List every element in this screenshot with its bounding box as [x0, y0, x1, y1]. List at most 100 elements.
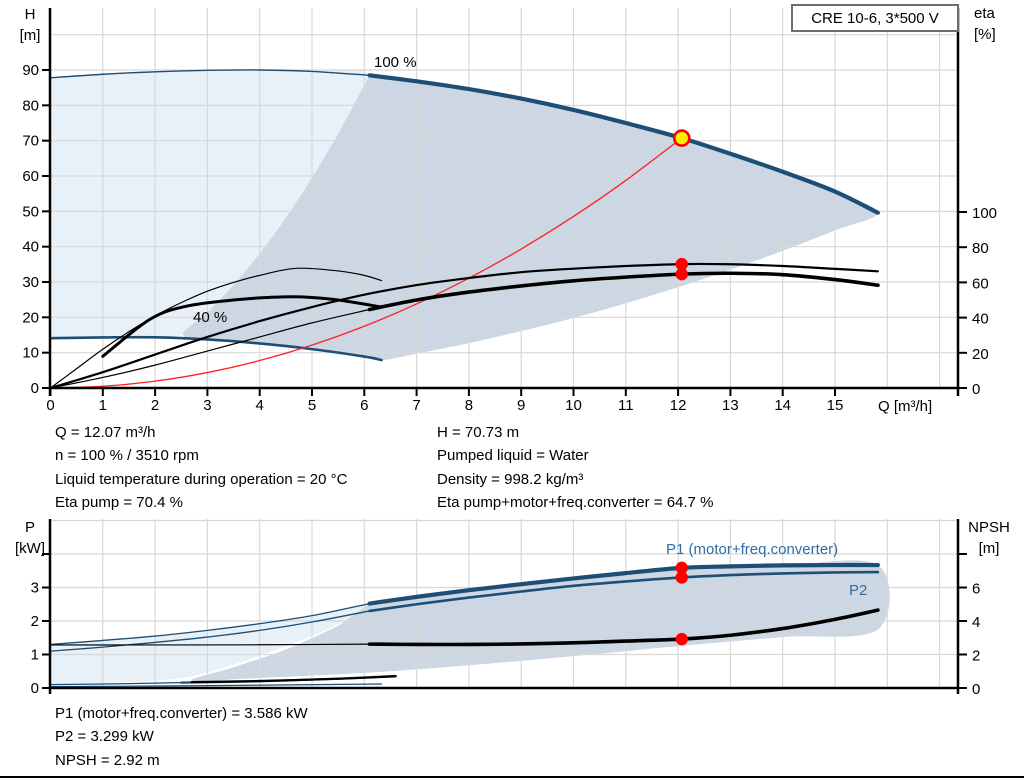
- info-line-eta-pump: Eta pump = 70.4 %: [55, 494, 183, 512]
- power-npsh-chart: 0 1 2 3 0 2 4 6: [31, 519, 980, 698]
- p1-extension: [49, 602, 371, 646]
- low-speed-power-region: [50, 603, 371, 685]
- right-tick-label: 60: [972, 275, 989, 292]
- x-tick-label: 2: [151, 397, 159, 414]
- right-tick-label: 0: [972, 381, 980, 398]
- left-tick-label: 70: [22, 133, 39, 150]
- right-tick-label: 2: [972, 648, 980, 665]
- eta-pump-point: [675, 257, 688, 271]
- left-tick-label: 2: [31, 613, 39, 630]
- power-info: P1 (motor+freq.converter) = 3.586 kW P2 …: [55, 702, 308, 772]
- npsh-point: [675, 632, 688, 646]
- duty-info-left: Q = 12.07 m³/h n = 100 % / 3510 rpm Liqu…: [55, 421, 347, 515]
- speed-100pct-label: 100 %: [374, 54, 417, 71]
- p2-40pct: [49, 683, 383, 688]
- head-40pct: [49, 335, 383, 362]
- duty-point[interactable]: [672, 129, 691, 147]
- x-tick-label: 0: [46, 397, 54, 414]
- x-tick-label: 9: [517, 397, 525, 414]
- npsh-axis-symbol: NPSH: [968, 519, 1010, 536]
- x-tick-label: 12: [670, 397, 687, 414]
- low-speed-region: [50, 69, 371, 339]
- right-tick-label: 40: [972, 311, 989, 328]
- info-line-q: Q = 12.07 m³/h: [55, 424, 156, 441]
- pump-type-box: CRE 10-6, 3*500 V: [791, 4, 959, 32]
- eta-axis-symbol: eta: [974, 5, 995, 22]
- p1-curve-label: P1 (motor+freq.converter): [666, 541, 839, 558]
- p2-point: [675, 571, 688, 584]
- x-tick-label: 14: [774, 397, 791, 414]
- info-line-speed: n = 100 % / 3510 rpm: [55, 447, 199, 465]
- p2-curve: [368, 570, 880, 613]
- p2-curve-label: P2: [849, 582, 868, 599]
- info-line-h: H = 70.73 m: [437, 424, 520, 441]
- eta-pump-40pct: [49, 267, 383, 389]
- left-tick-label: 3: [31, 580, 39, 597]
- x-tick-label: 13: [722, 397, 739, 414]
- eta-axis-title: eta [%]: [974, 3, 1018, 45]
- speed-40pct-label: 40 %: [193, 309, 228, 326]
- q-axis-title: Q [m³/h]: [878, 398, 933, 415]
- left-tick-label: 60: [22, 168, 39, 185]
- right-tick-label: 80: [972, 240, 989, 257]
- p1-point: [675, 561, 688, 575]
- h-axis-title: H [m]: [4, 4, 56, 46]
- npsh-curve: [367, 608, 880, 647]
- p1-40pct-extension: [49, 682, 182, 686]
- duty-info-right: H = 70.73 m Pumped liquid = Water Densit…: [437, 421, 713, 515]
- x-tick-label: 1: [99, 397, 107, 414]
- right-tick-label: 20: [972, 346, 989, 363]
- x-tick-label: 6: [360, 397, 368, 414]
- left-tick-label: 50: [22, 203, 39, 220]
- npsh-axis-title: NPSH [m]: [960, 517, 1018, 559]
- head-100pct-extension: [49, 69, 371, 79]
- x-tick-label: 5: [308, 397, 316, 414]
- h-axis-unit: [m]: [19, 27, 41, 44]
- head-100pct: [367, 73, 880, 215]
- left-tick-label: 80: [22, 97, 39, 114]
- x-tick-label: 4: [256, 397, 264, 414]
- left-tick-label: 0: [31, 680, 39, 697]
- npsh-extension: [49, 643, 371, 646]
- info-line-p2: P2 = 3.299 kW: [55, 728, 154, 746]
- right-tick-label: 4: [972, 614, 980, 631]
- x-tick-label: 15: [827, 397, 844, 414]
- eta-axis-unit: [%]: [974, 26, 996, 43]
- x-tick-label: 10: [565, 397, 582, 414]
- x-tick-label: 3: [203, 397, 211, 414]
- left-tick-label: 20: [22, 309, 39, 326]
- info-line-eta-total: Eta pump+motor+freq.converter = 64.7 %: [437, 494, 714, 512]
- p-axis-unit: [kW]: [15, 540, 45, 557]
- eta-total-point: [675, 267, 688, 281]
- p-axis-title: P [kW]: [4, 517, 56, 559]
- left-tick-label: 10: [22, 345, 39, 362]
- eta-total-100pct: [367, 271, 880, 312]
- bottom-divider: [0, 776, 1024, 778]
- x-tick-label: 7: [412, 397, 420, 414]
- x-tick-label: 11: [618, 397, 634, 414]
- info-line-liquid: Pumped liquid = Water: [437, 447, 589, 465]
- left-tick-label: 0: [31, 380, 39, 397]
- hq-eta-chart: 0 1 2 3 4 5 6 7 8 9 10 11 12 13 14 15010203040506070809…: [22, 8, 997, 414]
- eta-total-40pct: [101, 295, 384, 358]
- system-curve: [49, 137, 683, 389]
- right-tick-label: 100: [972, 205, 997, 222]
- h-axis-symbol: H: [24, 6, 36, 23]
- pump-type-label: CRE 10-6, 3*500 V: [811, 9, 939, 27]
- p1-curve: [367, 562, 880, 606]
- info-line-p1: P1 (motor+freq.converter) = 3.586 kW: [55, 705, 308, 722]
- info-line-density: Density = 998.2 kg/m³: [437, 470, 584, 488]
- left-tick-label: 90: [22, 62, 39, 79]
- right-tick-label: 0: [972, 681, 980, 698]
- info-line-npsh: NPSH = 2.92 m: [55, 751, 160, 769]
- eta-total-100pct-extension: [49, 308, 371, 389]
- eta-pump-100pct: [49, 262, 879, 390]
- p2-extension: [49, 610, 371, 652]
- left-tick-label: 1: [31, 647, 39, 664]
- p-axis-symbol: P: [24, 519, 35, 536]
- x-tick-label: 8: [465, 397, 473, 414]
- left-tick-label: 30: [22, 274, 39, 291]
- info-line-temperature: Liquid temperature during operation = 20…: [55, 470, 348, 488]
